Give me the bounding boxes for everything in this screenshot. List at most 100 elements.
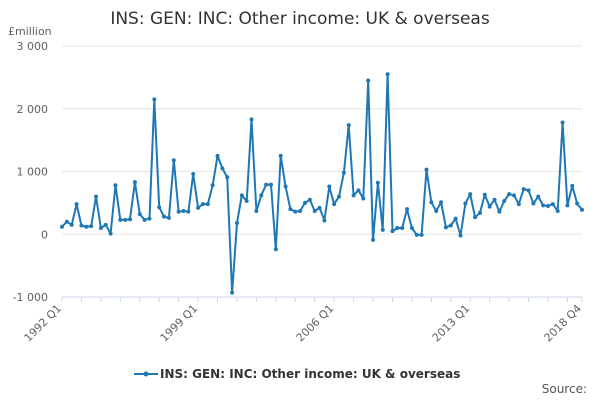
data-point[interactable] — [307, 197, 312, 202]
data-point[interactable] — [555, 209, 560, 214]
data-point[interactable] — [196, 205, 201, 210]
data-point[interactable] — [103, 222, 108, 227]
data-point[interactable] — [405, 207, 410, 212]
data-point[interactable] — [361, 196, 366, 201]
data-point[interactable] — [414, 232, 419, 237]
data-point[interactable] — [132, 180, 137, 185]
data-point[interactable] — [570, 183, 575, 188]
data-point[interactable] — [205, 202, 210, 207]
data-point[interactable] — [375, 180, 380, 185]
data-point[interactable] — [191, 172, 196, 177]
data-point[interactable] — [448, 223, 453, 228]
data-point[interactable] — [69, 222, 74, 227]
data-point[interactable] — [511, 193, 516, 198]
legend[interactable]: INS: GEN: INC: Other income: UK & overse… — [134, 367, 460, 381]
data-point[interactable] — [288, 207, 293, 212]
data-point[interactable] — [137, 212, 142, 217]
data-point[interactable] — [536, 194, 541, 199]
data-point[interactable] — [507, 192, 512, 197]
data-point[interactable] — [385, 72, 390, 77]
data-point[interactable] — [531, 201, 536, 206]
data-point[interactable] — [565, 203, 570, 208]
data-point[interactable] — [157, 205, 162, 210]
data-point[interactable] — [482, 192, 487, 197]
data-point[interactable] — [225, 175, 230, 180]
data-point[interactable] — [317, 205, 322, 210]
data-point[interactable] — [166, 215, 171, 220]
data-point[interactable] — [234, 220, 239, 225]
data-point[interactable] — [424, 167, 429, 172]
data-point[interactable] — [230, 290, 235, 295]
data-point[interactable] — [366, 78, 371, 83]
data-point[interactable] — [516, 202, 521, 207]
data-point[interactable] — [293, 209, 298, 214]
data-point[interactable] — [264, 182, 269, 187]
data-point[interactable] — [147, 216, 152, 221]
data-point[interactable] — [497, 209, 502, 214]
data-point[interactable] — [327, 184, 332, 189]
data-point[interactable] — [171, 158, 176, 163]
data-point[interactable] — [463, 201, 468, 206]
data-point[interactable] — [356, 188, 361, 193]
data-point[interactable] — [419, 232, 424, 237]
data-point[interactable] — [439, 200, 444, 205]
data-point[interactable] — [541, 203, 546, 208]
data-point[interactable] — [94, 194, 99, 199]
data-point[interactable] — [210, 183, 215, 188]
data-point[interactable] — [113, 183, 118, 188]
data-point[interactable] — [278, 153, 283, 158]
data-point[interactable] — [108, 231, 113, 236]
data-point[interactable] — [492, 197, 497, 202]
data-point[interactable] — [434, 209, 439, 214]
data-point[interactable] — [298, 209, 303, 214]
data-point[interactable] — [283, 184, 288, 189]
data-point[interactable] — [346, 123, 351, 128]
data-point[interactable] — [312, 209, 317, 214]
data-point[interactable] — [332, 202, 337, 207]
data-point[interactable] — [337, 194, 342, 199]
data-point[interactable] — [521, 187, 526, 192]
data-point[interactable] — [200, 202, 205, 207]
data-point[interactable] — [244, 198, 249, 203]
data-point[interactable] — [273, 247, 278, 252]
data-point[interactable] — [477, 210, 482, 215]
data-point[interactable] — [60, 224, 64, 229]
data-point[interactable] — [380, 227, 385, 232]
data-point[interactable] — [176, 209, 181, 214]
data-point[interactable] — [409, 225, 414, 230]
data-point[interactable] — [458, 233, 463, 238]
data-point[interactable] — [468, 192, 473, 197]
data-point[interactable] — [84, 224, 89, 229]
data-point[interactable] — [254, 209, 259, 214]
data-point[interactable] — [128, 217, 133, 222]
data-point[interactable] — [473, 215, 478, 220]
data-point[interactable] — [249, 117, 254, 122]
data-point[interactable] — [142, 217, 147, 222]
data-point[interactable] — [118, 217, 123, 222]
data-point[interactable] — [64, 219, 69, 224]
data-point[interactable] — [239, 193, 244, 198]
data-point[interactable] — [550, 202, 555, 207]
data-point[interactable] — [322, 218, 327, 223]
data-point[interactable] — [351, 193, 356, 198]
data-point[interactable] — [268, 182, 273, 187]
data-point[interactable] — [152, 97, 157, 102]
data-point[interactable] — [560, 120, 565, 125]
data-point[interactable] — [341, 170, 346, 175]
data-point[interactable] — [502, 198, 507, 203]
data-point[interactable] — [443, 225, 448, 230]
data-point[interactable] — [74, 202, 79, 207]
data-point[interactable] — [487, 204, 492, 209]
data-point[interactable] — [98, 225, 103, 230]
data-point[interactable] — [395, 225, 400, 230]
data-point[interactable] — [89, 224, 94, 229]
data-point[interactable] — [526, 188, 531, 193]
data-point[interactable] — [181, 209, 186, 214]
data-point[interactable] — [429, 200, 434, 205]
data-point[interactable] — [186, 209, 191, 214]
data-point[interactable] — [220, 166, 225, 171]
data-point[interactable] — [453, 216, 458, 221]
data-point[interactable] — [371, 237, 376, 242]
data-point[interactable] — [259, 193, 264, 198]
data-point[interactable] — [123, 217, 128, 222]
